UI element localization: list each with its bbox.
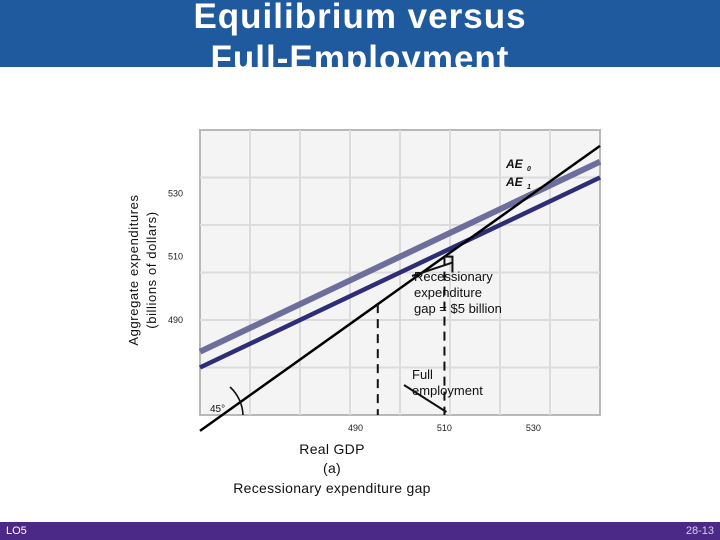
x-axis-label: Real GDP <box>299 441 365 457</box>
series-label-subscript: 1 <box>527 184 531 191</box>
y-tick-label: 490 <box>168 315 183 325</box>
gap-annotation-line2: expenditure <box>414 285 482 300</box>
x-tick-label: 490 <box>348 423 363 433</box>
series-label-ae0: AE 0 <box>505 157 531 173</box>
x-tick-label: 530 <box>526 423 541 433</box>
series-label-ae1: AE 1 <box>505 175 531 191</box>
series-label-main: AE <box>505 157 524 171</box>
gap-annotation-line1: Recessionary <box>414 269 493 284</box>
full-employment-leader-line <box>403 384 447 413</box>
y-axis-label: Aggregate expenditures (billions of dolla… <box>126 194 159 345</box>
footer-bar: LO5 28-13 <box>0 522 720 540</box>
full-employment-annotation-line2: employment <box>412 383 483 398</box>
y-tick-label: 530 <box>168 188 183 198</box>
slide-number: 28-13 <box>685 525 714 537</box>
x-tick-label: 510 <box>437 423 452 433</box>
title-bar: Equilibrium versus Full-Employment <box>0 0 720 67</box>
y-tick-label: 510 <box>168 252 183 262</box>
gap-annotation-line3: gap = $5 billion <box>414 301 502 316</box>
series-label-subscript: 0 <box>527 166 531 173</box>
panel-label: (a) <box>322 460 341 476</box>
forty-five-degree-line <box>199 144 601 432</box>
angle-label: 45° <box>210 404 225 415</box>
series-label-main: AE <box>505 175 524 189</box>
gap-bracket <box>444 255 454 273</box>
y-axis-label-line1: Aggregate expenditures <box>126 194 141 345</box>
learning-objective-label: LO5 <box>6 525 27 537</box>
series-line-ae1 <box>199 175 601 370</box>
y-axis-label-line2: (billions of dollars) <box>144 211 159 328</box>
full-employment-annotation-line1: Full <box>412 367 433 382</box>
gap-leader-line <box>411 261 453 277</box>
angle-arc <box>229 386 244 416</box>
chart-subtitle: Recessionary expenditure gap <box>233 480 431 496</box>
slide-title: Equilibrium versus Full-Employment <box>193 0 527 67</box>
